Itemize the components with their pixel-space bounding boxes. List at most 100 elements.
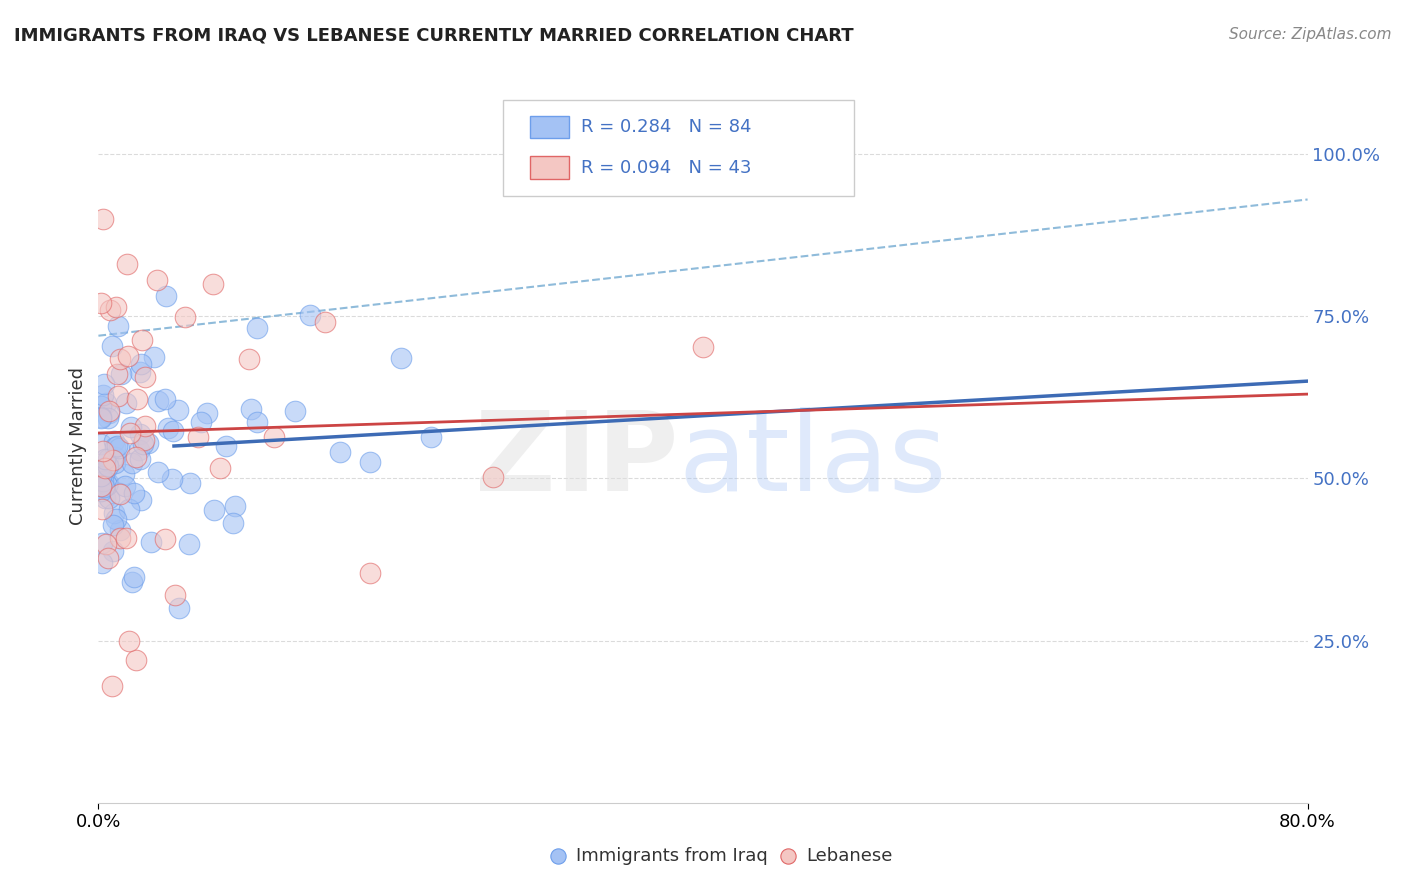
Point — [125, 450, 148, 464]
Point — [124, 570, 146, 584]
Point — [173, 310, 195, 325]
Point — [160, 472, 183, 486]
Point — [90, 469, 112, 483]
Point — [146, 465, 169, 479]
Point — [108, 486, 131, 500]
Point — [118, 633, 141, 648]
Point — [238, 351, 260, 366]
Point — [118, 426, 141, 441]
Point — [118, 502, 141, 516]
Point — [94, 463, 117, 477]
Point — [195, 407, 218, 421]
Point — [110, 486, 132, 500]
Point — [105, 512, 128, 526]
Point — [692, 340, 714, 354]
Text: R = 0.094   N = 43: R = 0.094 N = 43 — [581, 159, 751, 177]
Point — [104, 440, 127, 454]
FancyBboxPatch shape — [530, 156, 569, 179]
Point — [125, 653, 148, 667]
Point — [104, 300, 127, 314]
Point — [187, 430, 209, 444]
Point — [127, 392, 149, 406]
Text: Source: ZipAtlas.com: Source: ZipAtlas.com — [1229, 27, 1392, 42]
Point — [128, 451, 150, 466]
Point — [96, 452, 118, 467]
Point — [169, 601, 191, 615]
Point — [94, 491, 117, 505]
Point — [208, 461, 231, 475]
Point — [360, 566, 382, 580]
Point — [90, 479, 112, 493]
Point — [94, 461, 117, 475]
Point — [482, 470, 505, 484]
Point — [155, 289, 177, 303]
Point — [299, 308, 322, 322]
Point — [120, 419, 142, 434]
Point — [101, 339, 124, 353]
Point — [108, 351, 131, 366]
Point — [214, 439, 236, 453]
Point — [420, 430, 443, 444]
Point — [98, 404, 121, 418]
Point — [93, 211, 115, 226]
Point — [114, 531, 136, 545]
Point — [90, 556, 112, 570]
Point — [90, 437, 112, 451]
Point — [93, 480, 115, 494]
Point — [90, 410, 112, 425]
Point — [128, 365, 150, 379]
Point — [96, 478, 118, 492]
Point — [143, 350, 166, 364]
Point — [202, 502, 225, 516]
Point — [131, 437, 153, 451]
Point — [284, 404, 307, 418]
Text: Immigrants from Iraq: Immigrants from Iraq — [576, 847, 768, 865]
Point — [114, 479, 136, 493]
Point — [131, 333, 153, 347]
Point — [136, 436, 159, 450]
Point — [90, 461, 112, 475]
Point — [122, 486, 145, 500]
FancyBboxPatch shape — [530, 116, 569, 138]
Point — [224, 499, 246, 513]
Point — [94, 452, 117, 467]
Point — [97, 491, 120, 505]
Point — [98, 302, 121, 317]
Point — [101, 543, 124, 558]
Point — [167, 402, 190, 417]
Point — [90, 399, 112, 413]
Point — [329, 445, 352, 459]
Point — [103, 517, 125, 532]
Point — [103, 507, 125, 521]
Point — [132, 433, 155, 447]
Point — [162, 425, 184, 439]
Point — [97, 410, 120, 425]
Point — [157, 421, 180, 435]
Point — [94, 396, 117, 410]
Point — [314, 314, 336, 328]
Point — [91, 502, 114, 516]
Point — [91, 474, 114, 488]
Point — [91, 388, 114, 402]
Text: ZIP: ZIP — [475, 407, 679, 514]
Point — [246, 321, 269, 335]
Point — [263, 429, 285, 443]
Point — [222, 516, 245, 530]
Point — [131, 357, 153, 371]
Point — [112, 467, 135, 482]
Point — [177, 536, 200, 550]
Point — [129, 426, 152, 441]
Point — [360, 455, 382, 469]
Point — [246, 415, 269, 429]
Point — [134, 369, 156, 384]
Text: Lebanese: Lebanese — [806, 847, 893, 865]
Point — [115, 257, 138, 271]
Point — [134, 419, 156, 434]
Point — [101, 679, 124, 693]
Point — [163, 588, 186, 602]
Point — [115, 396, 138, 410]
Point — [97, 459, 120, 474]
Point — [121, 574, 143, 589]
Text: atlas: atlas — [679, 407, 948, 514]
Point — [107, 318, 129, 333]
